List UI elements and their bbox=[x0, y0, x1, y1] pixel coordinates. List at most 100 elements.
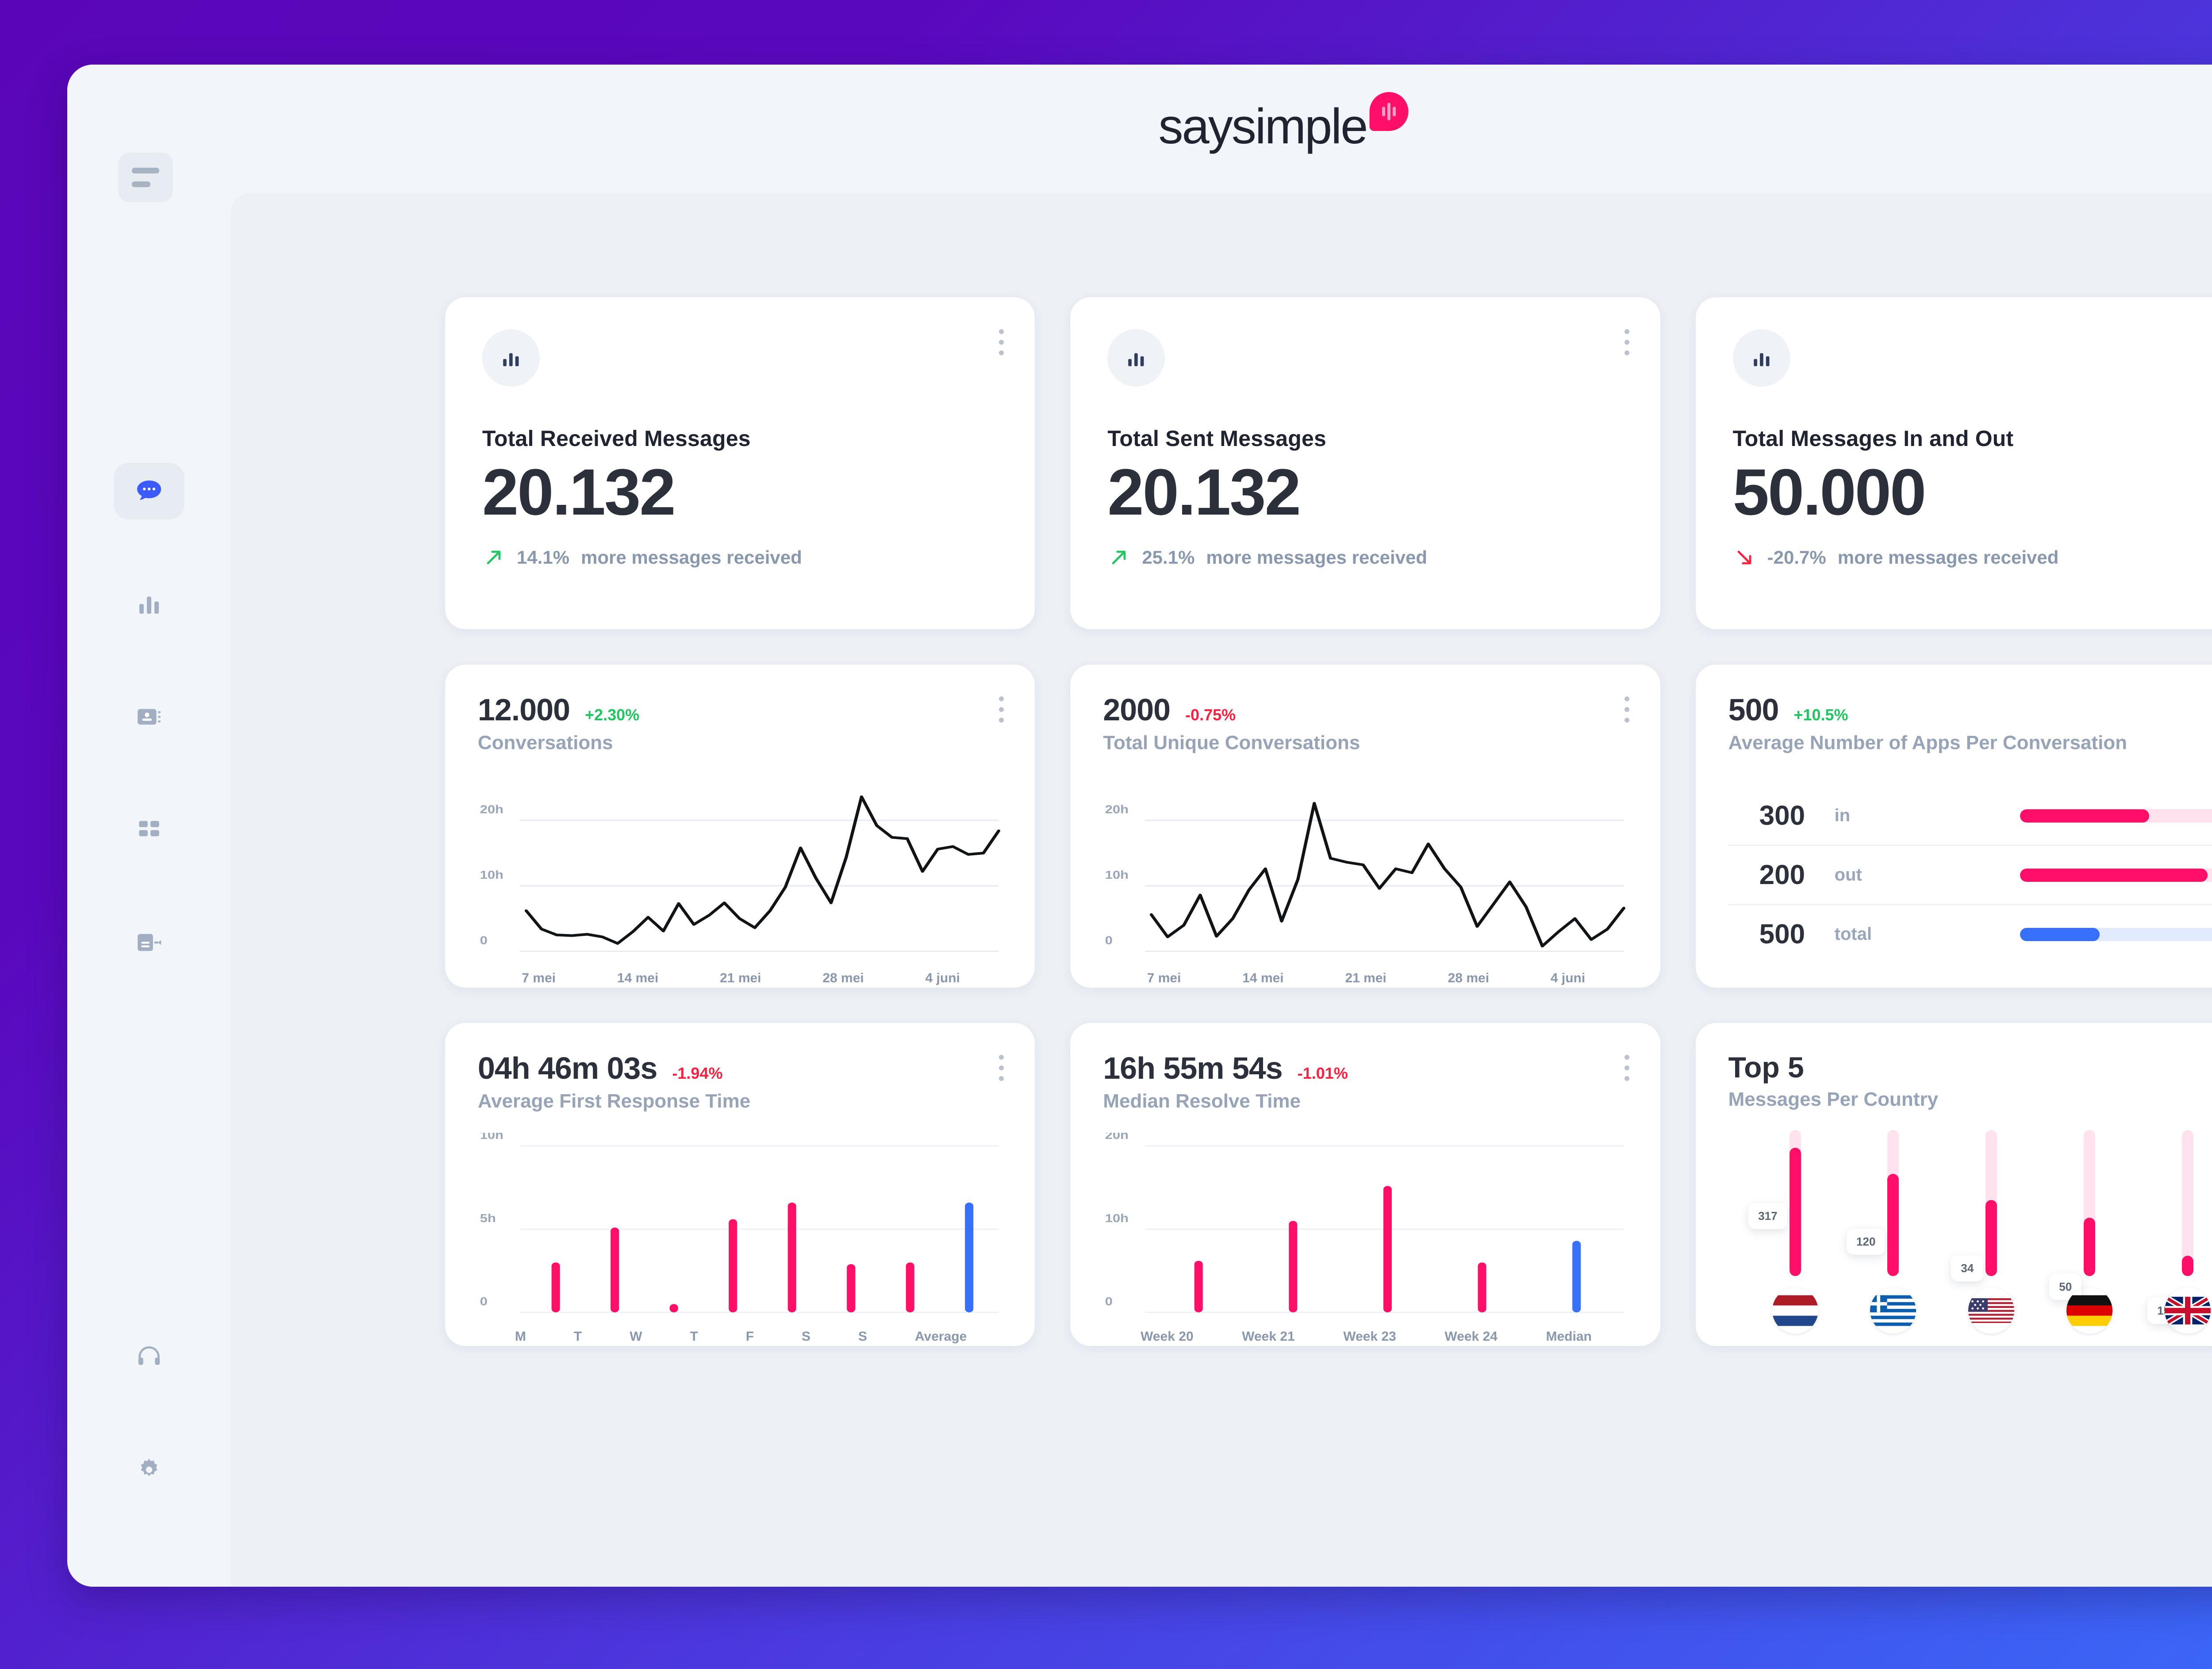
progress-track bbox=[2020, 809, 2212, 823]
x-tick: Week 20 bbox=[1141, 1329, 1194, 1344]
x-tick: 28 mei bbox=[822, 971, 864, 985]
flag-nl-icon bbox=[1772, 1288, 1818, 1334]
chart-value: 16h 55m 54s bbox=[1103, 1051, 1283, 1085]
x-tick: 21 mei bbox=[720, 971, 761, 985]
x-tick: 14 mei bbox=[617, 971, 659, 985]
svg-text:0: 0 bbox=[480, 934, 488, 947]
arrow-up-right-icon bbox=[487, 550, 501, 565]
svg-text:10h: 10h bbox=[480, 1133, 503, 1142]
line-plot-conversations: 20h 10h 0 bbox=[478, 774, 1004, 965]
svg-text:0: 0 bbox=[1105, 934, 1113, 947]
svg-text:5h: 5h bbox=[480, 1212, 496, 1225]
sidebar-item-contacts[interactable] bbox=[114, 688, 184, 745]
svg-text:10h: 10h bbox=[480, 869, 503, 881]
x-tick: Week 24 bbox=[1444, 1329, 1498, 1344]
progress-track bbox=[2020, 927, 2212, 941]
dashboard-grid: Total Received Messages 20.132 14.1% mor… bbox=[445, 297, 2212, 1346]
card-menu-icon[interactable] bbox=[999, 696, 1004, 723]
kpi-delta-text: more messages received bbox=[581, 546, 802, 568]
x-tick: S bbox=[858, 1329, 868, 1344]
svg-text:10h: 10h bbox=[1105, 869, 1129, 881]
menu-bar-top bbox=[132, 168, 159, 173]
card-menu-icon[interactable] bbox=[1624, 1055, 1629, 1081]
app-body: Total Received Messages 20.132 14.1% mor… bbox=[67, 193, 2212, 1587]
sidebar-item-conversations[interactable] bbox=[114, 463, 184, 519]
kpi-value: 20.132 bbox=[1107, 456, 1301, 529]
apps-breakdown-list: 300 in 200 out bbox=[1728, 787, 2212, 963]
apps-row-label: total bbox=[1834, 924, 1872, 944]
x-tick: Average bbox=[914, 1329, 967, 1344]
broadcast-icon bbox=[138, 934, 161, 951]
page-title: Total Sent Messages bbox=[1107, 426, 1327, 451]
progress-fill bbox=[2020, 868, 2208, 882]
chart-header: 12.000 +2.30% bbox=[478, 692, 1004, 727]
dashboard-content: Total Received Messages 20.132 14.1% mor… bbox=[231, 193, 2212, 1587]
bar-plot-median-resolve-time: 20h 10h 0 bbox=[1103, 1133, 1629, 1323]
sidebar-item-analytics[interactable] bbox=[114, 576, 184, 632]
x-axis-labels: M T W T F S S Average bbox=[478, 1329, 1004, 1344]
chart-subtitle: Median Resolve Time bbox=[1103, 1090, 1301, 1112]
bar-plot-first-response-time: 10h 5h 0 bbox=[478, 1133, 1004, 1323]
chart-header: 500 +10.5% bbox=[1728, 692, 2212, 727]
chart-card-top-countries: Top 5 Messages Per Country 317 bbox=[1695, 1023, 2212, 1346]
chart-subtitle: Average First Response Time bbox=[478, 1090, 751, 1112]
chart-value: 2000 bbox=[1103, 692, 1171, 727]
gauge-fill bbox=[2084, 1218, 2096, 1276]
kpi-delta: 14.1% more messages received bbox=[482, 546, 998, 569]
menu-bar-bottom bbox=[132, 181, 150, 187]
chart-value: 500 bbox=[1728, 692, 1779, 727]
country-item-germany: 50 bbox=[2045, 1130, 2134, 1334]
card-menu-icon[interactable] bbox=[1624, 329, 1629, 355]
card-menu-icon[interactable] bbox=[999, 329, 1004, 355]
country-item-united-kingdom: 15 bbox=[2143, 1130, 2212, 1334]
value-label: 50 bbox=[2049, 1274, 2082, 1300]
progress-track bbox=[2020, 868, 2212, 882]
chart-card-conversations: 12.000 +2.30% Conversations 20h 10h 0 7 me… bbox=[445, 665, 1035, 988]
x-tick: Median bbox=[1546, 1329, 1592, 1344]
x-axis-labels: 7 mei 14 mei 21 mei 28 mei 4 juni bbox=[478, 971, 1004, 986]
x-tick: Week 21 bbox=[1242, 1329, 1295, 1344]
sidebar-item-settings[interactable] bbox=[114, 1442, 184, 1498]
x-tick: Week 23 bbox=[1343, 1329, 1396, 1344]
x-axis-labels: 7 mei 14 mei 21 mei 28 mei 4 juni bbox=[1103, 971, 1629, 986]
line-plot-unique-conversations: 20h 10h 0 bbox=[1103, 774, 1629, 965]
list-item: 200 out bbox=[1728, 845, 2212, 904]
sidebar bbox=[67, 193, 231, 1587]
country-gauges: 317 120 bbox=[1728, 1130, 2212, 1334]
kpi-delta: 25.1% more messages received bbox=[1107, 546, 1623, 569]
contact-card-icon bbox=[138, 709, 161, 725]
gauge-track bbox=[1985, 1130, 1997, 1276]
kpi-card-sent: Total Sent Messages 20.132 25.1% more me… bbox=[1070, 297, 1660, 629]
sidebar-item-support[interactable] bbox=[114, 1328, 184, 1385]
svg-text:20h: 20h bbox=[480, 803, 503, 816]
sidebar-item-broadcast[interactable] bbox=[114, 914, 184, 971]
gauge-fill bbox=[1789, 1147, 1801, 1276]
x-tick: 28 mei bbox=[1448, 971, 1490, 985]
gauge-track bbox=[1789, 1130, 1801, 1276]
chart-header: 16h 55m 54s -1.01% bbox=[1103, 1050, 1629, 1086]
apps-row-value: 200 bbox=[1759, 860, 1805, 890]
svg-text:20h: 20h bbox=[1105, 803, 1129, 816]
chart-card-apps-per-conversation: 500 +10.5% Average Number of Apps Per Co… bbox=[1695, 665, 2212, 988]
card-menu-icon[interactable] bbox=[999, 1055, 1004, 1081]
x-tick: 7 mei bbox=[1147, 971, 1181, 985]
page-title: Total Received Messages bbox=[482, 426, 751, 451]
flag-gr-icon bbox=[1870, 1288, 1916, 1334]
kpi-delta: -20.7% more messages received bbox=[1733, 546, 2212, 569]
card-menu-icon[interactable] bbox=[1624, 696, 1629, 723]
chart-subtitle: Average Number of Apps Per Conversation bbox=[1728, 732, 2128, 754]
x-tick: S bbox=[802, 1329, 811, 1344]
chart-delta: -1.01% bbox=[1297, 1064, 1348, 1082]
flag-de-icon bbox=[2066, 1288, 2113, 1334]
chart-subtitle: Conversations bbox=[478, 732, 613, 754]
kpi-delta-text: more messages received bbox=[1206, 546, 1428, 568]
arrow-down-right-icon bbox=[1737, 550, 1751, 565]
brand-logo: saysimple bbox=[1158, 92, 1409, 154]
menu-icon[interactable] bbox=[118, 153, 173, 202]
gauge-fill bbox=[1887, 1174, 1899, 1276]
x-tick: 7 mei bbox=[522, 971, 556, 985]
chart-header: 2000 -0.75% bbox=[1103, 692, 1629, 727]
brand-name: saysimple bbox=[1158, 99, 1368, 154]
sidebar-item-apps[interactable] bbox=[114, 801, 184, 858]
chart-card-unique-conversations: 2000 -0.75% Total Unique Conversations 2… bbox=[1070, 665, 1660, 988]
